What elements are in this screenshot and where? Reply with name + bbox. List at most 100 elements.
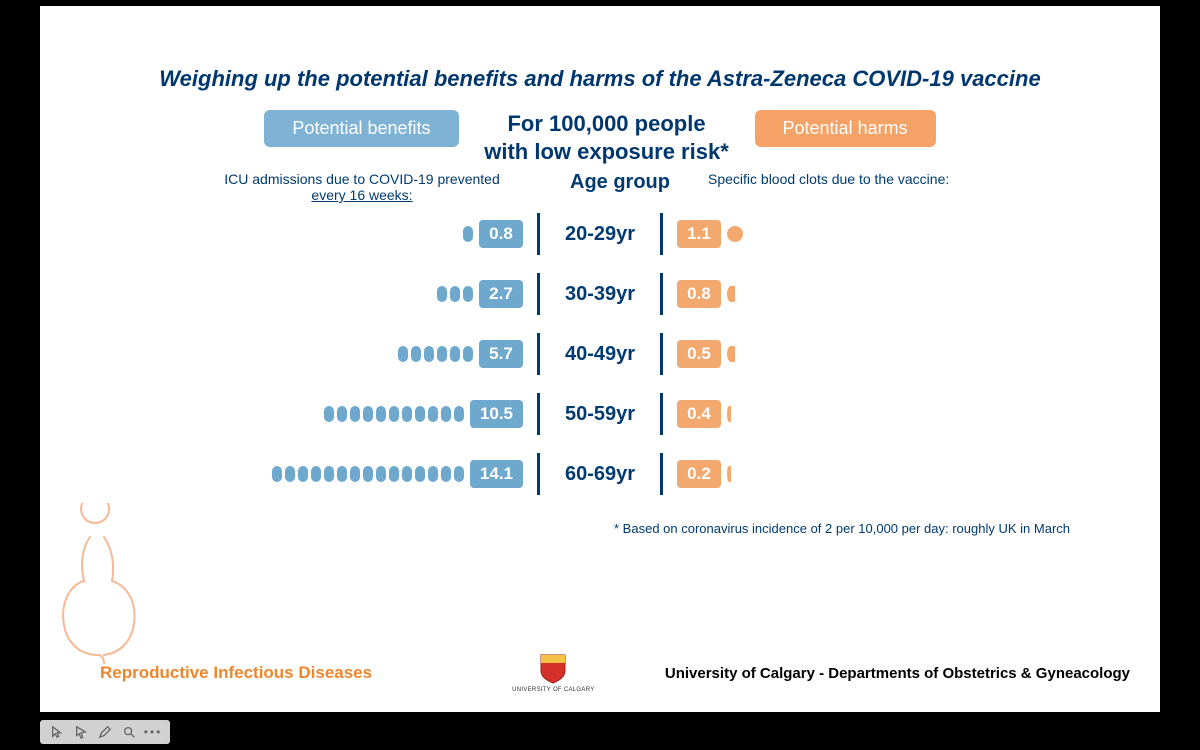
harm-value: 0.5: [677, 340, 721, 368]
benefit-dot-icon: [363, 466, 373, 482]
benefit-dot-icon: [376, 466, 386, 482]
benefits-pill: Potential benefits: [264, 110, 458, 147]
harm-dot-icon: [727, 286, 735, 302]
center-heading-line2: with low exposure risk*: [477, 138, 737, 166]
benefit-side: 5.7: [160, 333, 540, 375]
benefit-dots: [463, 226, 473, 242]
benefit-side: 2.7: [160, 273, 540, 315]
footer: Reproductive Infectious Diseases UNIVERS…: [40, 644, 1160, 712]
harm-dot-icon: [727, 406, 731, 422]
benefit-dot-icon: [337, 406, 347, 422]
age-label: 30-39yr: [540, 283, 660, 306]
footer-right: University of Calgary - Departments of O…: [665, 665, 1130, 682]
zoom-icon[interactable]: [122, 725, 136, 739]
benefit-value: 10.5: [470, 400, 523, 428]
benefit-dots: [437, 286, 473, 302]
benefits-subtitle: ICU admissions due to COVID-19 prevented…: [192, 171, 532, 203]
benefit-dot-icon: [350, 406, 360, 422]
footer-left: Reproductive Infectious Diseases: [100, 663, 372, 683]
harm-dot-icon: [727, 466, 731, 482]
age-label: 50-59yr: [540, 403, 660, 426]
pen-icon[interactable]: [98, 725, 112, 739]
benefit-value: 2.7: [479, 280, 523, 308]
chart-row: 5.7 40-49yr 0.5: [100, 333, 1100, 375]
benefit-dot-icon: [285, 466, 295, 482]
footnote: * Based on coronavirus incidence of 2 pe…: [100, 521, 1100, 536]
harms-subtitle: Specific blood clots due to the vaccine:: [708, 171, 1008, 203]
uofc-shield-icon: [539, 653, 567, 685]
center-heading-line1: For 100,000 people: [477, 110, 737, 138]
benefit-dot-icon: [350, 466, 360, 482]
uofc-small-text: UNIVERSITY OF CALGARY: [512, 687, 594, 693]
benefit-dot-icon: [402, 406, 412, 422]
footer-center: UNIVERSITY OF CALGARY: [512, 653, 594, 693]
subheader-row: ICU admissions due to COVID-19 prevented…: [100, 171, 1100, 203]
benefit-dot-icon: [298, 466, 308, 482]
harm-side: 0.2: [660, 453, 1040, 495]
slide-title: Weighing up the potential benefits and h…: [100, 66, 1100, 92]
benefit-dot-icon: [311, 466, 321, 482]
benefit-dot-icon: [376, 406, 386, 422]
benefit-dot-icon: [389, 406, 399, 422]
harm-dot-icon: [727, 346, 735, 362]
harm-dot-icon: [727, 226, 743, 242]
chart-area: 0.8 20-29yr 1.1 2.7 30-39yr 0.8 5.7 40-49yr 0.5 1…: [100, 213, 1100, 495]
benefit-dot-icon: [450, 346, 460, 362]
age-label: 40-49yr: [540, 343, 660, 366]
benefit-dot-icon: [463, 226, 473, 242]
benefit-dots: [272, 466, 464, 482]
harm-value: 0.8: [677, 280, 721, 308]
benefit-side: 14.1: [160, 453, 540, 495]
benefits-sub-line1: ICU admissions due to COVID-19 prevented: [224, 171, 499, 187]
chart-row: 14.1 60-69yr 0.2: [100, 453, 1100, 495]
benefit-dot-icon: [441, 406, 451, 422]
center-heading: For 100,000 people with low exposure ris…: [477, 110, 737, 165]
benefit-dots: [324, 406, 464, 422]
chart-row: 0.8 20-29yr 1.1: [100, 213, 1100, 255]
benefit-dot-icon: [441, 466, 451, 482]
harm-value: 1.1: [677, 220, 721, 248]
harms-pill: Potential harms: [755, 110, 936, 147]
benefit-dot-icon: [389, 466, 399, 482]
benefit-dot-icon: [463, 286, 473, 302]
benefit-dot-icon: [411, 346, 421, 362]
cursor-icon[interactable]: [50, 725, 64, 739]
benefit-dot-icon: [337, 466, 347, 482]
harm-side: 0.8: [660, 273, 1040, 315]
benefit-dot-icon: [402, 466, 412, 482]
harm-side: 0.5: [660, 333, 1040, 375]
benefit-dot-icon: [437, 346, 447, 362]
benefit-dot-icon: [424, 346, 434, 362]
age-label: 60-69yr: [540, 463, 660, 486]
benefit-dot-icon: [428, 406, 438, 422]
benefit-dot-icon: [415, 466, 425, 482]
benefit-dot-icon: [437, 286, 447, 302]
benefit-value: 14.1: [470, 460, 523, 488]
harm-value: 0.4: [677, 400, 721, 428]
benefit-dot-icon: [450, 286, 460, 302]
benefit-dot-icon: [363, 406, 373, 422]
presentation-toolbar: •••: [40, 720, 170, 744]
harm-side: 0.4: [660, 393, 1040, 435]
benefit-dot-icon: [324, 466, 334, 482]
benefit-dot-icon: [415, 406, 425, 422]
benefit-side: 10.5: [160, 393, 540, 435]
age-heading: Age group: [550, 171, 690, 203]
harm-value: 0.2: [677, 460, 721, 488]
chart-row: 10.5 50-59yr 0.4: [100, 393, 1100, 435]
pointer-icon[interactable]: [74, 725, 88, 739]
benefit-dot-icon: [454, 466, 464, 482]
benefit-side: 0.8: [160, 213, 540, 255]
benefit-value: 0.8: [479, 220, 523, 248]
benefit-dots: [398, 346, 473, 362]
age-label: 20-29yr: [540, 223, 660, 246]
benefit-dot-icon: [454, 406, 464, 422]
header-row: Potential benefits For 100,000 people wi…: [100, 110, 1100, 165]
benefit-dot-icon: [463, 346, 473, 362]
benefits-sub-line2: every 16 weeks:: [311, 187, 412, 203]
benefit-dot-icon: [428, 466, 438, 482]
more-icon[interactable]: •••: [146, 725, 160, 739]
chart-row: 2.7 30-39yr 0.8: [100, 273, 1100, 315]
benefit-dot-icon: [324, 406, 334, 422]
benefit-value: 5.7: [479, 340, 523, 368]
